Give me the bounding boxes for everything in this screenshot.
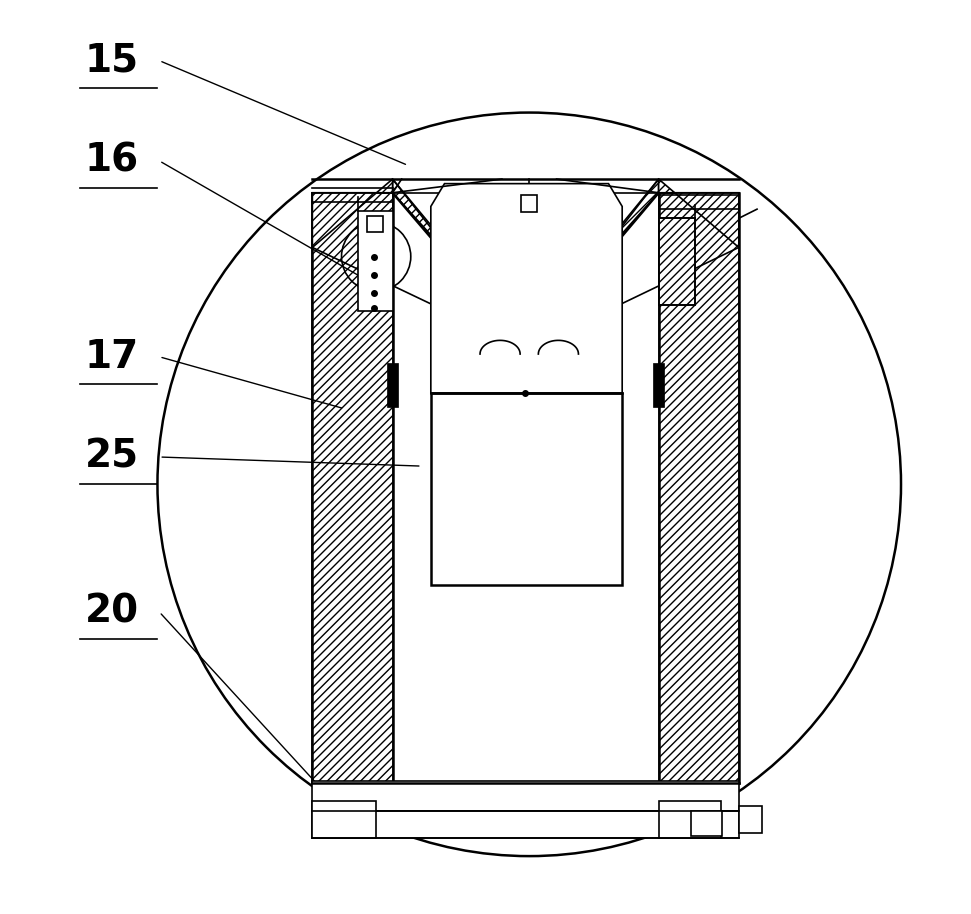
Text: 17: 17: [84, 338, 139, 376]
Polygon shape: [431, 184, 622, 393]
Bar: [313, 811, 739, 838]
Text: 25: 25: [84, 438, 139, 476]
Bar: [313, 781, 739, 811]
Text: 20: 20: [84, 593, 139, 631]
Bar: [739, 806, 761, 834]
Bar: [658, 218, 695, 305]
Polygon shape: [526, 179, 658, 340]
Bar: [358, 211, 392, 311]
Bar: [367, 216, 384, 232]
Bar: [658, 802, 720, 838]
Text: 16: 16: [84, 142, 139, 180]
Bar: [387, 363, 398, 407]
Polygon shape: [658, 179, 739, 248]
Polygon shape: [313, 179, 392, 248]
Polygon shape: [658, 193, 739, 783]
Polygon shape: [313, 193, 392, 783]
Text: 15: 15: [84, 42, 139, 80]
Polygon shape: [392, 179, 526, 340]
Bar: [521, 196, 537, 212]
Bar: [313, 802, 376, 838]
Bar: [431, 393, 622, 585]
Bar: [658, 218, 695, 305]
Bar: [653, 363, 664, 407]
Bar: [690, 811, 722, 836]
Circle shape: [157, 112, 901, 856]
